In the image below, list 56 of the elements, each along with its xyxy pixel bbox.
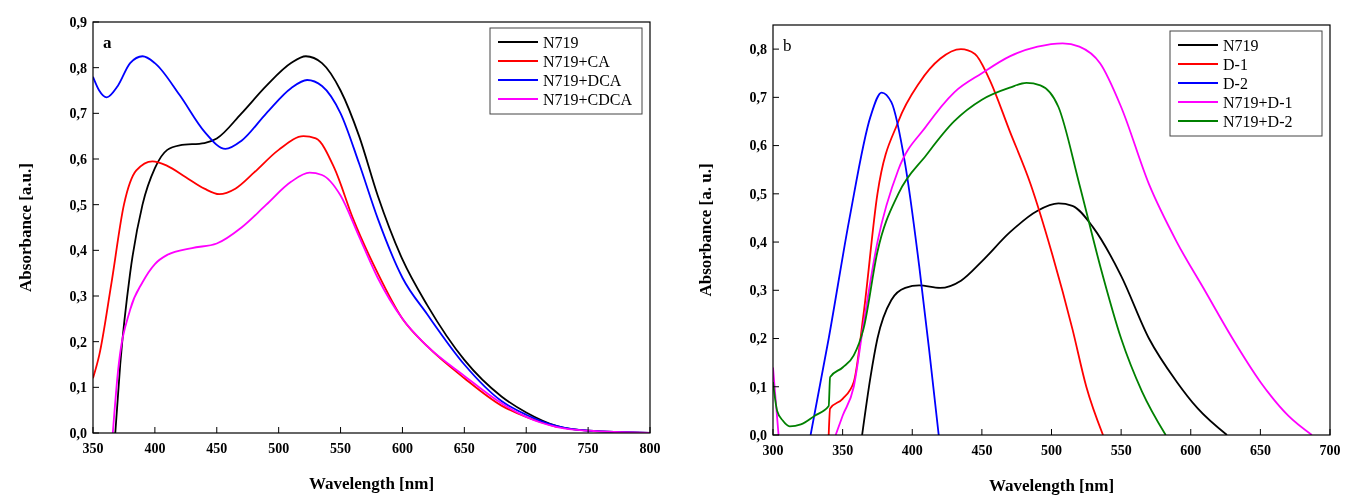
x-tick-label: 500	[268, 441, 290, 456]
legend-label: N719+DCA	[543, 71, 622, 89]
y-tick-label: 0,1	[69, 380, 87, 396]
y-axis-title: Absorbance [a.u.]	[16, 163, 35, 292]
legend-label: N719	[543, 33, 579, 51]
y-tick-label: 0,3	[749, 283, 767, 299]
legend-label: N719+D-2	[1223, 112, 1293, 130]
legend-label: N719+CDCA	[543, 90, 633, 108]
x-tick-label: 550	[1110, 443, 1132, 458]
y-tick-label: 0,7	[69, 106, 87, 122]
y-tick-label: 0,2	[749, 331, 767, 347]
x-axis-title: Wavelength [nm]	[308, 474, 435, 493]
annotation: a	[103, 33, 112, 52]
x-tick-label: 350	[82, 441, 104, 456]
x-axis-title: Wavelength [nm]	[988, 476, 1115, 495]
y-tick-label: 0,6	[69, 151, 87, 167]
legend-label: D-1	[1223, 55, 1248, 73]
y-tick-label: 0,2	[69, 334, 87, 350]
x-tick-label: 450	[206, 441, 228, 456]
y-tick-label: 0,5	[749, 186, 767, 202]
y-tick-label: 0,9	[69, 14, 87, 30]
legend-label: N719	[1223, 36, 1259, 54]
annotation: b	[783, 36, 792, 55]
x-tick-label: 650	[453, 441, 475, 456]
x-tick-label: 400	[144, 441, 166, 456]
y-tick-label: 0,8	[749, 42, 767, 58]
line-series	[827, 48, 1104, 435]
x-tick-label: 300	[762, 443, 784, 458]
x-tick-label: 750	[577, 441, 599, 456]
y-tick-label: 0,3	[69, 288, 87, 304]
y-tick-label: 0,8	[69, 60, 87, 76]
x-tick-label: 400	[901, 443, 923, 458]
y-tick-label: 0,0	[69, 425, 87, 441]
legend-label: N719+CA	[543, 52, 611, 70]
y-tick-label: 0,4	[749, 234, 767, 250]
x-tick-label: 500	[1041, 443, 1062, 458]
line-series	[809, 91, 940, 435]
x-tick-label: 700	[515, 441, 537, 456]
y-tick-label: 0,6	[749, 138, 767, 154]
line-series	[773, 81, 1167, 435]
y-tick-label: 0,7	[749, 90, 767, 106]
y-tick-label: 0,0	[749, 427, 767, 443]
x-tick-label: 650	[1249, 443, 1271, 458]
x-tick-label: 700	[1319, 443, 1341, 458]
x-tick-label: 450	[971, 443, 993, 458]
legend-label: D-2	[1223, 74, 1248, 92]
y-tick-label: 0,5	[69, 197, 87, 213]
x-tick-label: 600	[1180, 443, 1202, 458]
legend-label: N719+D-1	[1223, 93, 1293, 111]
y-axis-title: Absorbance [a. u.]	[696, 163, 715, 297]
x-tick-label: 550	[330, 441, 352, 456]
y-tick-label: 0,4	[69, 243, 87, 259]
x-tick-label: 800	[639, 441, 661, 456]
y-tick-label: 0,1	[749, 379, 767, 395]
x-tick-label: 350	[832, 443, 854, 458]
x-tick-label: 600	[391, 441, 413, 456]
